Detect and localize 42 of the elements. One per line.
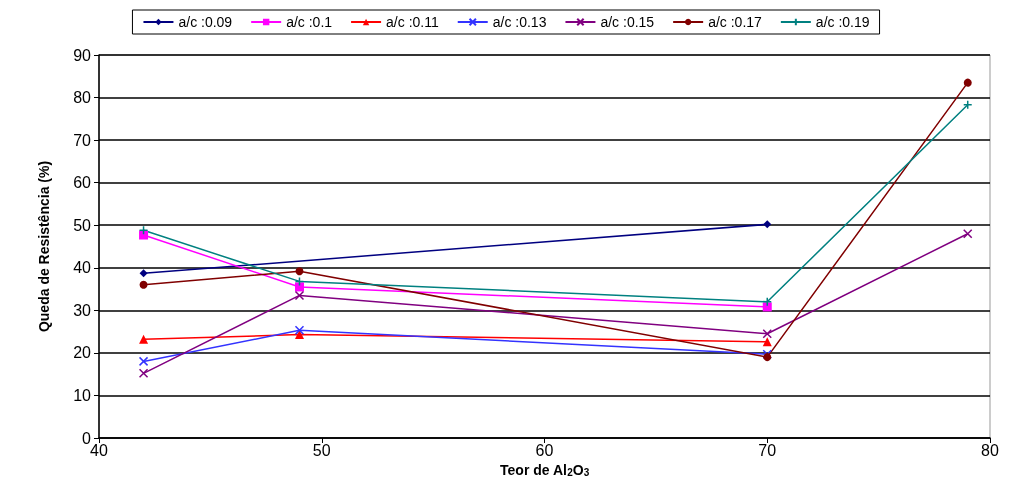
- point: [762, 328, 772, 339]
- y-axis-title: Queda de Resistência (%): [36, 160, 52, 333]
- legend-label: a/c :0.13: [492, 14, 547, 30]
- x-tick-label: 80: [981, 441, 999, 459]
- point: [139, 269, 148, 278]
- point: [294, 330, 304, 340]
- point: [763, 220, 772, 229]
- x-tick-label: 70: [758, 441, 777, 459]
- legend-label: a/c :0.09: [178, 14, 233, 30]
- legend-label: a/c :0.15: [600, 14, 655, 30]
- point: [138, 368, 149, 379]
- point: [763, 353, 772, 362]
- y-tick-label: 30: [73, 301, 92, 319]
- legend-label: a/c :0.19: [815, 14, 870, 30]
- x-axis-title: Teor de Al2O3: [500, 461, 590, 479]
- y-tick-label: 40: [73, 259, 92, 277]
- point: [294, 325, 305, 336]
- y-tick-label: 60: [73, 174, 92, 192]
- point: [138, 356, 149, 367]
- y-tick-label: 80: [73, 89, 92, 107]
- x-tick-label: 60: [535, 441, 554, 459]
- legend-label: a/c :0.17: [708, 14, 763, 30]
- y-tick-label: 0: [82, 429, 92, 447]
- point: [962, 228, 973, 239]
- legend-label: a/c :0.1: [286, 14, 333, 30]
- legend-label: a/c :0.11: [386, 14, 439, 30]
- y-tick-label: 20: [73, 344, 92, 362]
- point: [294, 290, 305, 301]
- point: [139, 280, 148, 289]
- point: [962, 100, 973, 110]
- point: [139, 230, 149, 240]
- y-tick-label: 50: [73, 216, 92, 234]
- point: [762, 297, 772, 307]
- x-tick-label: 40: [90, 441, 108, 459]
- y-tick-label: 10: [73, 386, 92, 404]
- y-tick-label: 90: [73, 46, 92, 64]
- point: [963, 78, 972, 87]
- point: [139, 334, 149, 344]
- point: [295, 267, 304, 276]
- point: [294, 282, 304, 292]
- y-tick-label: 70: [73, 131, 92, 149]
- x-tick-label: 50: [312, 441, 331, 459]
